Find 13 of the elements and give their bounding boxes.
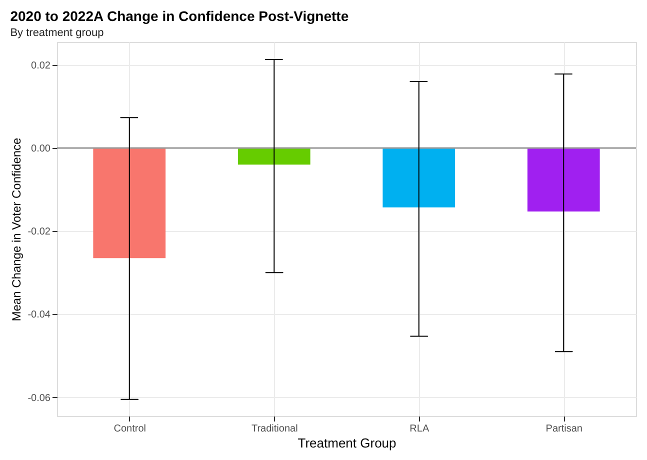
y-tick-label: -0.02 — [28, 226, 51, 238]
chart-title: 2020 to 2022A Change in Confidence Post-Vignette — [10, 8, 349, 24]
y-tick-label: -0.04 — [28, 310, 51, 321]
y-tick-label: 0.00 — [31, 143, 51, 154]
x-tick-label: Control — [114, 424, 146, 434]
y-axis-title: Mean Change in Voter Confidence — [10, 137, 24, 322]
y-tick-label: 0.02 — [31, 60, 51, 72]
x-tick-label: Partisan — [546, 424, 582, 434]
x-axis-title: Treatment Group — [298, 436, 396, 450]
x-tick-label: RLA — [410, 424, 430, 434]
chart-subtitle: By treatment group — [10, 27, 104, 39]
y-tick-label: -0.06 — [28, 392, 51, 404]
x-tick-label: Traditional — [251, 424, 298, 434]
